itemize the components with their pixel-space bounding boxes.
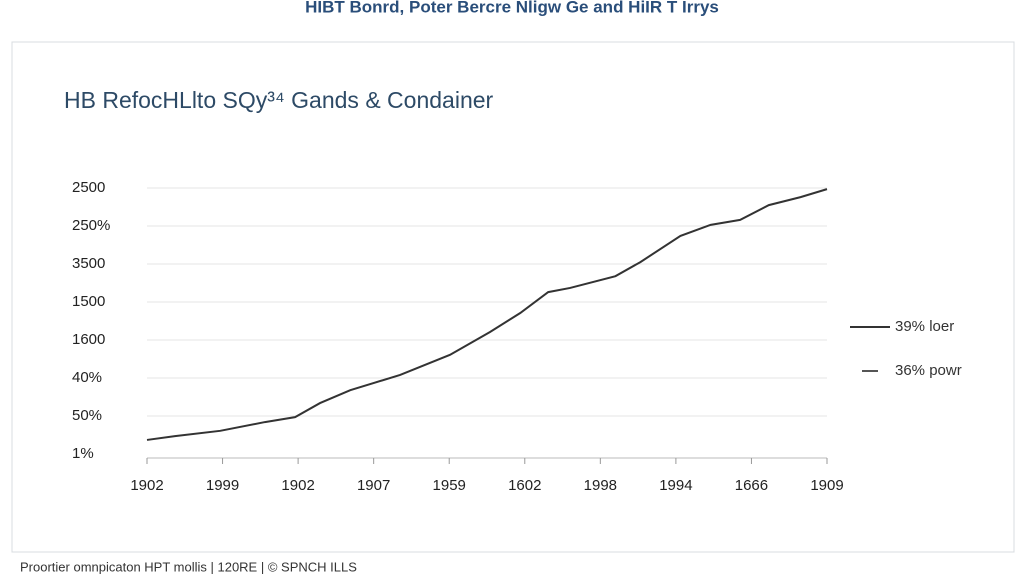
y-tick-label: 1500: [72, 293, 105, 310]
chart-title: HB RefocHLlto SQy³⁴ Gands & Condainer: [64, 87, 494, 113]
x-tick-label: 1959: [433, 477, 466, 494]
x-tick-label: 1666: [735, 477, 768, 494]
footer: Proortier omnpicaton HPT mollis | 120RE …: [20, 559, 357, 574]
x-tick-label: 1602: [508, 477, 541, 494]
legend-label: 39% loer: [895, 318, 954, 335]
y-tick-label: 3500: [72, 255, 105, 272]
x-tick-label: 1994: [659, 477, 692, 494]
y-tick-label: 1600: [72, 331, 105, 348]
page-header: HIBT Bonrd, Poter Bercre Nligw Ge and Hi…: [305, 0, 719, 16]
legend-label: 36% powr: [895, 362, 962, 379]
x-tick-label: 1909: [810, 477, 843, 494]
y-tick-label: 40%: [72, 369, 102, 386]
x-tick-label: 1999: [206, 477, 239, 494]
x-tick-label: 1902: [130, 477, 163, 494]
x-tick-label: 1998: [584, 477, 617, 494]
y-tick-label: 2500: [72, 179, 105, 196]
card: [11, 41, 1015, 553]
y-tick-label: 1%: [72, 445, 94, 462]
line: [146, 188, 828, 441]
x-tick-label: 1902: [281, 477, 314, 494]
y-tick-label: 250%: [72, 217, 110, 234]
y-tick-label: 50%: [72, 407, 102, 424]
x-tick-label: 1907: [357, 477, 390, 494]
